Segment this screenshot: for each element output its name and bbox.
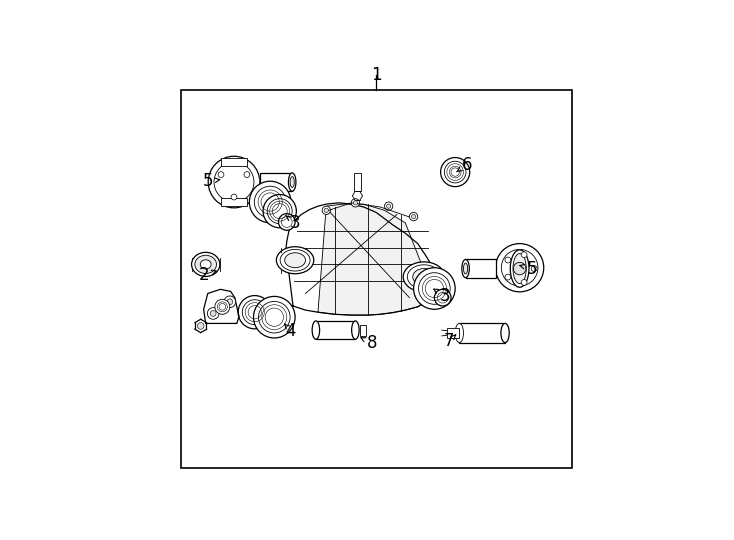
Circle shape xyxy=(440,158,470,187)
Ellipse shape xyxy=(192,252,220,276)
Ellipse shape xyxy=(413,268,435,285)
Ellipse shape xyxy=(407,265,440,289)
Bar xyxy=(459,323,505,342)
Text: 6: 6 xyxy=(462,156,472,173)
Circle shape xyxy=(322,206,330,214)
Circle shape xyxy=(412,214,415,219)
Circle shape xyxy=(495,244,544,292)
Text: 8: 8 xyxy=(367,334,377,353)
Ellipse shape xyxy=(195,255,217,274)
Text: 3: 3 xyxy=(440,287,450,305)
Polygon shape xyxy=(203,289,239,323)
Circle shape xyxy=(208,156,260,208)
Ellipse shape xyxy=(455,323,463,342)
Polygon shape xyxy=(318,204,431,315)
Circle shape xyxy=(521,280,527,285)
Circle shape xyxy=(505,257,511,263)
Circle shape xyxy=(385,202,393,211)
Text: 3: 3 xyxy=(290,214,300,232)
Circle shape xyxy=(444,161,466,183)
Bar xyxy=(465,259,495,278)
Polygon shape xyxy=(286,203,435,315)
Circle shape xyxy=(215,299,230,314)
Circle shape xyxy=(214,162,254,202)
Circle shape xyxy=(531,266,537,272)
Circle shape xyxy=(263,194,297,228)
Circle shape xyxy=(352,199,360,207)
Circle shape xyxy=(451,168,459,176)
Circle shape xyxy=(250,181,291,223)
Bar xyxy=(360,325,366,335)
Text: 4: 4 xyxy=(286,322,297,340)
Circle shape xyxy=(238,295,272,329)
Text: 2: 2 xyxy=(198,266,209,284)
Circle shape xyxy=(253,296,295,338)
Bar xyxy=(354,173,361,191)
Circle shape xyxy=(505,274,511,280)
Circle shape xyxy=(418,273,450,305)
Bar xyxy=(447,328,459,338)
Polygon shape xyxy=(260,173,292,191)
Ellipse shape xyxy=(277,247,314,274)
Text: 5: 5 xyxy=(527,260,537,278)
Circle shape xyxy=(267,199,292,224)
Ellipse shape xyxy=(290,177,294,187)
Ellipse shape xyxy=(352,321,359,339)
Circle shape xyxy=(521,252,527,258)
Circle shape xyxy=(353,201,357,205)
Bar xyxy=(316,321,355,339)
Text: 7: 7 xyxy=(443,332,454,350)
Circle shape xyxy=(513,262,526,275)
Circle shape xyxy=(324,208,328,212)
Circle shape xyxy=(244,172,250,178)
Circle shape xyxy=(258,301,290,333)
Ellipse shape xyxy=(463,263,468,274)
Circle shape xyxy=(255,186,286,218)
Circle shape xyxy=(242,300,267,325)
Circle shape xyxy=(224,296,236,308)
Circle shape xyxy=(501,249,538,286)
Text: 1: 1 xyxy=(371,66,382,84)
Circle shape xyxy=(231,194,237,200)
Circle shape xyxy=(281,217,292,227)
Ellipse shape xyxy=(312,321,319,339)
Ellipse shape xyxy=(403,262,445,292)
Circle shape xyxy=(197,322,204,329)
Ellipse shape xyxy=(200,260,211,269)
Ellipse shape xyxy=(513,254,526,284)
Ellipse shape xyxy=(501,323,509,342)
Ellipse shape xyxy=(288,173,296,191)
Circle shape xyxy=(227,299,233,305)
Circle shape xyxy=(218,172,224,178)
Circle shape xyxy=(210,310,216,316)
Ellipse shape xyxy=(462,259,469,278)
Bar xyxy=(260,173,292,191)
Text: 5: 5 xyxy=(203,172,213,190)
Circle shape xyxy=(413,268,455,309)
Bar xyxy=(221,158,247,166)
Circle shape xyxy=(387,204,390,208)
Circle shape xyxy=(435,289,451,306)
Ellipse shape xyxy=(280,249,310,271)
Ellipse shape xyxy=(285,253,305,268)
Circle shape xyxy=(278,214,295,230)
Bar xyxy=(221,198,247,206)
Ellipse shape xyxy=(510,250,529,287)
Circle shape xyxy=(437,292,448,303)
Circle shape xyxy=(208,308,219,319)
Circle shape xyxy=(410,212,418,221)
